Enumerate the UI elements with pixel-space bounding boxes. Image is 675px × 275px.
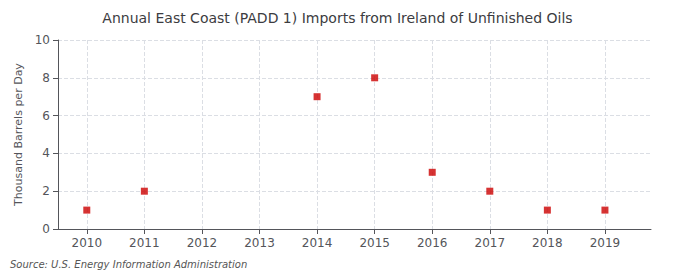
svg-text:8: 8 (42, 71, 50, 85)
svg-text:6: 6 (42, 109, 50, 123)
svg-text:Thousand Barrels per Day: Thousand Barrels per Day (12, 63, 25, 207)
svg-text:4: 4 (42, 146, 50, 160)
svg-text:10: 10 (35, 33, 50, 47)
svg-text:2015: 2015 (359, 236, 390, 250)
svg-text:2019: 2019 (590, 236, 621, 250)
svg-text:2012: 2012 (187, 236, 218, 250)
svg-text:Annual East Coast (PADD 1) Imp: Annual East Coast (PADD 1) Imports from … (102, 10, 572, 26)
svg-text:2011: 2011 (129, 236, 160, 250)
svg-text:2013: 2013 (244, 236, 275, 250)
svg-text:0: 0 (42, 222, 50, 236)
svg-text:2018: 2018 (532, 236, 563, 250)
svg-text:2016: 2016 (417, 236, 448, 250)
svg-text:2014: 2014 (302, 236, 333, 250)
svg-text:2010: 2010 (72, 236, 103, 250)
svg-text:2017: 2017 (475, 236, 506, 250)
svg-text:Source: U.S. Energy Informatio: Source: U.S. Energy Information Administ… (10, 259, 247, 270)
svg-text:2: 2 (42, 184, 50, 198)
